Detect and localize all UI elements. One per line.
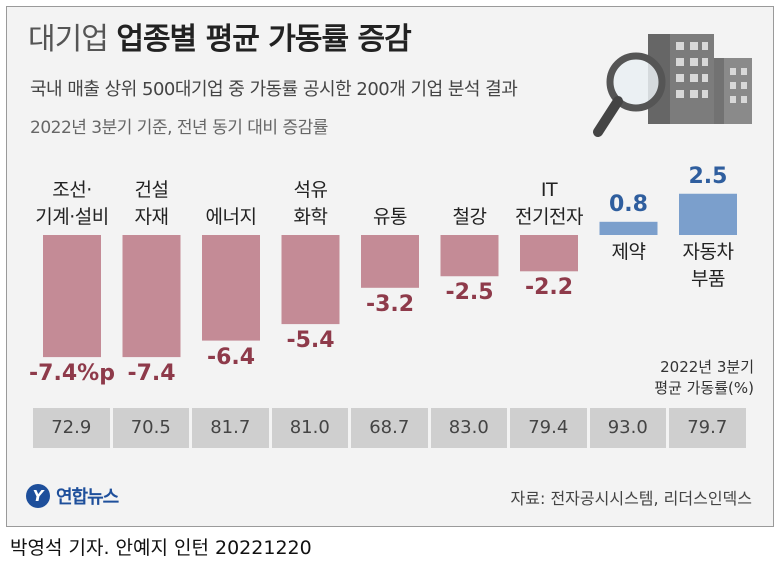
rate-value: 68.7 [351, 408, 428, 448]
bar-1 [122, 235, 181, 358]
category-label: 조선· 기계·설비 [17, 177, 127, 231]
category-label: 철강 [415, 204, 525, 231]
yonhap-logo-icon: Y [26, 484, 50, 508]
byline: 박영석 기자. 안예지 인턴 20221220 [10, 537, 312, 559]
category-label-line: 에너지 [205, 206, 257, 228]
title-main: 업종별 평균 가동률 증감 [116, 22, 411, 57]
building-magnifier-icon [593, 34, 752, 137]
category-label-line: IT [540, 179, 558, 201]
chart-subtitle: 국내 매출 상위 500대기업 중 가동률 공시한 200개 기업 분석 결과 [30, 79, 518, 100]
bar-2 [202, 235, 260, 341]
bar-5 [440, 235, 499, 277]
category-label-line: 석유 [293, 179, 328, 201]
rate-label: 2022년 3분기 평균 가동률(%) [654, 357, 754, 399]
value-label: 2.5 [688, 163, 728, 189]
rate-value: 79.4 [510, 408, 587, 448]
rate-value: 81.7 [192, 408, 269, 448]
category-label: 제약 [574, 239, 684, 266]
category-label-line: 자재 [134, 206, 169, 228]
value-label: 0.8 [609, 191, 648, 217]
category-label-line: 제약 [611, 241, 646, 263]
yonhap-logo-text: 연합뉴스 [56, 487, 119, 508]
bar-3 [281, 235, 340, 325]
rate-value: 83.0 [430, 408, 507, 448]
rate-value: 72.9 [33, 408, 110, 448]
category-label-line: 건설 [134, 179, 169, 201]
rate-value: 79.7 [669, 408, 746, 448]
category-label-line: 조선· [52, 179, 92, 201]
category-label: 에너지 [176, 204, 286, 231]
rate-value: 70.5 [112, 408, 189, 448]
category-label-line: 부품 [691, 268, 725, 290]
source-note: 자료: 전자공시시스템, 리더스인덱스 [510, 489, 752, 508]
category-label-line: 자동차 [682, 241, 734, 263]
value-label: -5.4 [286, 328, 335, 354]
value-label: -7.4%p [29, 361, 115, 387]
rate-label-line-1: 2022년 3분기 [660, 358, 754, 376]
value-label: -6.4 [206, 344, 256, 370]
category-label-line: 화학 [293, 206, 328, 228]
category-label-line: 기계·설비 [35, 206, 109, 228]
bar-8 [679, 193, 737, 235]
category-label: IT 전기전자 [494, 177, 604, 231]
chart-note: 2022년 3분기 기준, 전년 동기 대비 증감률 [30, 118, 328, 138]
chart-title: 대기업 업종별 평균 가동률 증감 [28, 14, 412, 58]
bar-0 [43, 235, 101, 358]
value-label: -3.2 [365, 291, 415, 317]
category-label-line: 철강 [452, 206, 487, 228]
category-label: 유통 [335, 204, 445, 231]
value-label: -2.5 [445, 280, 494, 306]
bar-4 [361, 235, 419, 288]
category-label-line: 전기전자 [515, 206, 583, 228]
bar-7 [599, 221, 658, 235]
value-label: -2.2 [524, 275, 574, 301]
title-prefix: 대기업 [28, 22, 109, 57]
value-label: -7.4 [127, 361, 176, 387]
rate-label-line-2: 평균 가동률(%) [654, 379, 754, 397]
rate-value: 93.0 [589, 408, 666, 448]
category-label-line: 유통 [373, 206, 407, 228]
rate-value: 81.0 [271, 408, 348, 448]
yonhap-logo: Y 연합뉴스 [26, 483, 119, 509]
bar-6 [520, 235, 578, 272]
